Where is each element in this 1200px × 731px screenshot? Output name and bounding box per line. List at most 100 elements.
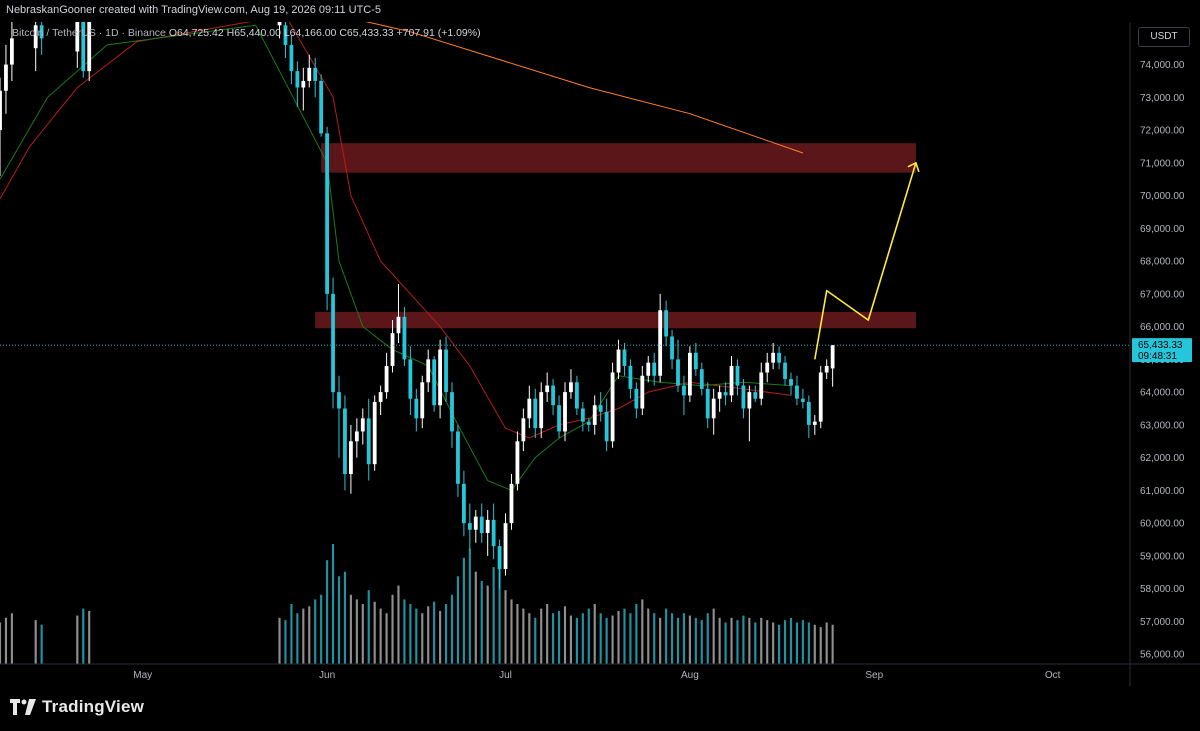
volume-bar <box>635 604 638 664</box>
volume-bar <box>599 613 602 664</box>
projection-arrowhead <box>907 161 920 173</box>
candle-down <box>491 519 496 547</box>
ma-mid-line <box>0 22 792 439</box>
volume-bar <box>825 622 828 664</box>
volume-bar <box>308 606 311 664</box>
candle-down <box>753 392 758 399</box>
candle-down <box>456 431 460 484</box>
candle-down <box>634 388 639 409</box>
volume-bar <box>831 624 834 664</box>
legend-change: +707.91 (+1.09%) <box>396 27 481 39</box>
price-tick-label: 61,000.00 <box>1140 486 1185 497</box>
volume-bar <box>522 608 525 664</box>
candle-up <box>473 516 478 530</box>
price-tick-label: 67,000.00 <box>1140 289 1185 300</box>
candle-up <box>396 316 401 334</box>
price-tick-label: 64,000.00 <box>1140 388 1185 399</box>
volume-bar <box>433 601 436 664</box>
candle-down <box>800 398 805 402</box>
candle-up <box>75 22 80 52</box>
volume-bar <box>557 610 561 664</box>
volume-bar <box>742 615 745 664</box>
volume-bar <box>278 617 281 664</box>
volume-bar <box>676 617 680 664</box>
time-tick-label: May <box>133 670 152 681</box>
volume-bar <box>754 622 757 664</box>
candle-up <box>563 392 567 432</box>
tradingview-logo-icon <box>10 699 36 715</box>
candle-up <box>640 375 645 409</box>
volume-bar <box>748 617 751 664</box>
candle-down <box>319 80 324 134</box>
candle-up <box>610 372 615 442</box>
attribution-bar: NebraskanGooner created with TradingView… <box>0 0 1200 22</box>
candle-down <box>414 398 419 419</box>
resistance-zone-2 <box>315 311 916 329</box>
candle-up <box>372 401 377 465</box>
candle-up <box>277 22 282 26</box>
volume-bar <box>361 604 364 664</box>
candle-up <box>711 398 716 419</box>
volume-bar <box>552 613 555 664</box>
candle-up <box>658 310 663 376</box>
candle-down <box>467 523 472 530</box>
volume-bar <box>528 613 531 664</box>
candle-up <box>301 80 306 88</box>
candle-down <box>777 352 782 363</box>
volume-bar <box>581 613 584 664</box>
candle-down <box>81 22 86 72</box>
candle-down <box>723 392 728 396</box>
volume-bar <box>641 599 644 664</box>
candle-down <box>402 316 407 360</box>
volume-bar <box>415 608 418 664</box>
candle-down <box>313 67 318 81</box>
candle-down <box>806 401 811 425</box>
volume-bar <box>385 613 388 664</box>
volume-bar <box>724 622 727 664</box>
candle-down <box>735 365 740 386</box>
volume-bar <box>439 610 442 664</box>
candle-up <box>384 365 389 393</box>
currency-selector[interactable]: USDT <box>1138 27 1190 47</box>
candle-down <box>693 352 698 370</box>
volume-bar <box>688 615 691 664</box>
volume-bar <box>718 617 721 664</box>
candle-down <box>408 359 413 399</box>
legend-symbol: Bitcoin / TetherUS · 1D · Binance <box>12 27 166 39</box>
volume-bar <box>569 615 573 664</box>
legend-high: H65,440.00 <box>226 27 281 39</box>
candle-down <box>325 133 330 294</box>
candle-up <box>717 392 722 399</box>
volume-bar <box>296 613 299 664</box>
candle-down <box>533 398 538 429</box>
candle-up <box>509 483 514 524</box>
candle-down <box>580 408 585 422</box>
volume-bar <box>563 606 567 664</box>
price-tick-label: 73,000.00 <box>1140 93 1185 104</box>
volume-bar <box>772 622 775 664</box>
price-tick-label: 69,000.00 <box>1140 224 1185 235</box>
candle-down <box>337 392 341 409</box>
candle-up <box>569 382 573 393</box>
volume-bar <box>88 610 91 664</box>
volume-bar <box>807 622 810 664</box>
candle-up <box>348 441 353 475</box>
candle-down <box>676 359 680 386</box>
candle-up <box>354 431 359 442</box>
candle-up <box>527 398 532 419</box>
volume-bar <box>730 617 733 664</box>
volume-bar <box>623 608 626 664</box>
candle-up <box>438 349 443 406</box>
candle-up <box>765 362 770 373</box>
candle-up <box>9 38 14 65</box>
volume-bar <box>284 620 287 664</box>
candle-down <box>497 546 502 570</box>
candle-down <box>604 411 609 442</box>
volume-bar <box>498 553 501 664</box>
candle-down <box>461 483 466 524</box>
candle-up <box>0 90 2 131</box>
candle-down <box>783 362 787 380</box>
volume-bar <box>462 557 465 664</box>
volume-bar <box>474 571 477 664</box>
price-chart[interactable]: 56,000.00 57,000.00 58,000.00 59,000.00 60,0… <box>0 22 1200 686</box>
